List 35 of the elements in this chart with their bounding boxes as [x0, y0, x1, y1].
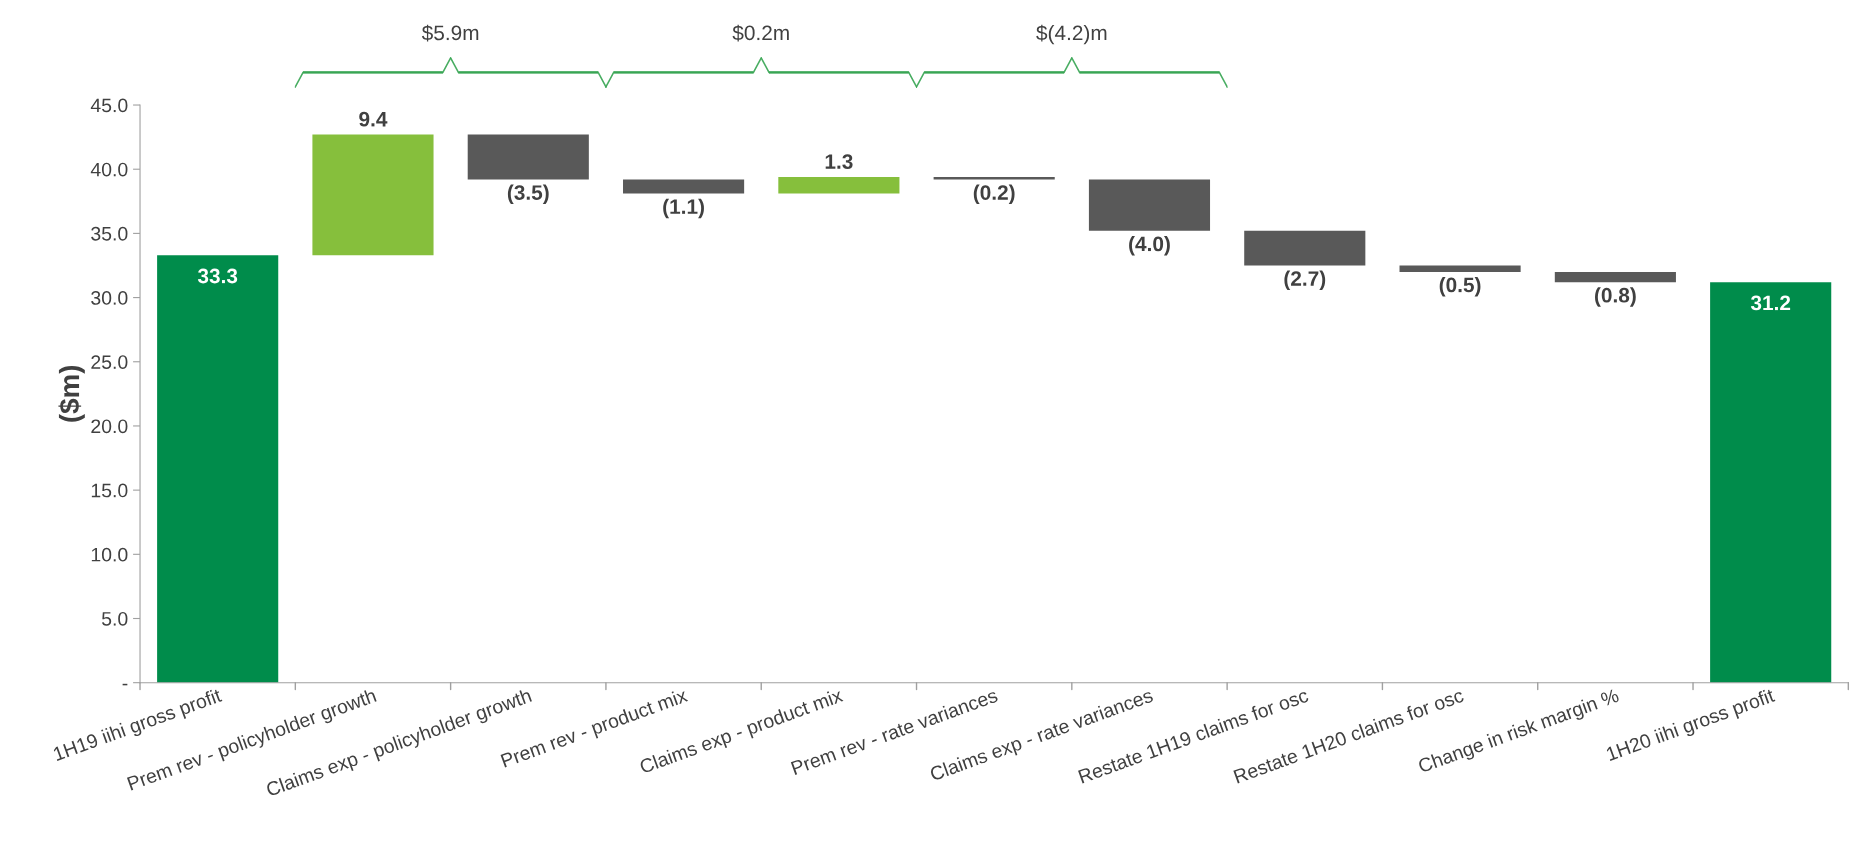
- y-tick-label: 45.0: [90, 98, 128, 113]
- data-label: 31.2: [1750, 295, 1791, 311]
- y-tick-label: 10.0: [91, 547, 128, 562]
- bar: [1244, 230, 1366, 266]
- data-label: (2.7): [1284, 270, 1326, 291]
- bar: [778, 176, 900, 194]
- data-label: (4.0): [1129, 235, 1170, 256]
- y-tick-label: 40.0: [90, 162, 128, 177]
- y-tick-label: 35.0: [91, 226, 128, 241]
- y-axis-title: ($m): [58, 365, 85, 422]
- y-tick-label: 30.0: [91, 291, 128, 305]
- y-tick-label: 15.0: [91, 483, 128, 498]
- bar: [1554, 271, 1676, 283]
- bar: [623, 179, 745, 194]
- data-label: (1.1): [663, 198, 704, 219]
- bar: [1088, 179, 1211, 231]
- text: $(4.2)m: [1036, 24, 1107, 45]
- bar: [1710, 282, 1832, 683]
- bar: [467, 134, 589, 180]
- data-label: (3.5): [507, 184, 549, 205]
- bar: [157, 255, 279, 683]
- text: $0.2m: [732, 24, 789, 42]
- data-label: (0.2): [973, 184, 1015, 205]
- data-label: 33.3: [197, 268, 238, 284]
- y-tick-label: 25.0: [91, 355, 128, 369]
- y-tick-label: 5.0: [101, 611, 128, 626]
- data-label: 9.4: [359, 111, 388, 127]
- bar: [312, 134, 434, 256]
- y-tick-label: 20.0: [91, 419, 128, 434]
- y-tick-label: -: [122, 683, 128, 686]
- data-label: (0.5): [1439, 277, 1481, 297]
- data-label: 1.3: [825, 154, 853, 169]
- data-label: (0.8): [1595, 287, 1636, 307]
- bar: [1399, 265, 1521, 272]
- text: $5.9m: [421, 24, 479, 42]
